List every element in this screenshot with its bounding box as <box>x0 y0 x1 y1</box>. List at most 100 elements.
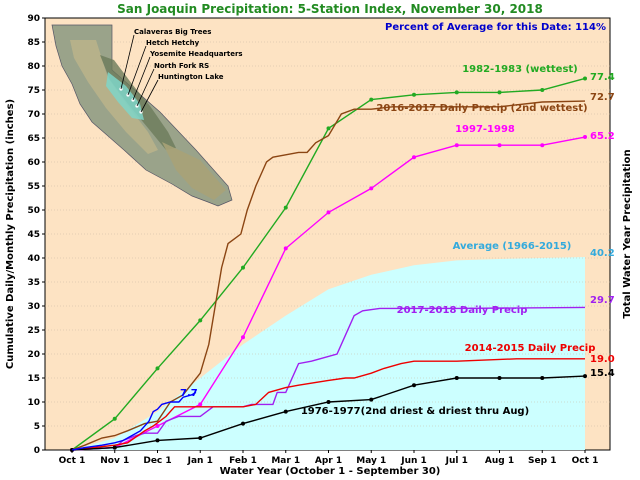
y-tick-label-7: 35 <box>27 278 40 288</box>
y-tick-label-12: 60 <box>27 158 40 168</box>
y-tick-label-18: 90 <box>27 14 40 24</box>
map-label-calaveras: Calaveras Big Trees <box>134 28 211 36</box>
x-axis-title: Water Year (October 1 - September 30) <box>220 466 441 477</box>
y-tick-label-1: 5 <box>34 422 40 432</box>
average-name-label: Average (1966-2015) <box>453 241 572 252</box>
series-5-name-label: 1976-1977(2nd driest & driest thru Aug) <box>301 406 529 417</box>
series-0-point-5 <box>283 205 288 210</box>
series-2-total-label: 65.2 <box>590 131 615 142</box>
series-4-total-label: 19.0 <box>590 354 615 365</box>
series-0-point-4 <box>241 265 245 270</box>
station-marker-2 <box>126 93 130 97</box>
california-map: Calaveras Big Trees Hetch Hetchy Yosemit… <box>51 24 243 207</box>
average-total-label: 40.2 <box>590 248 615 259</box>
y-tick-label-15: 75 <box>27 86 40 96</box>
y-tick-label-8: 40 <box>27 254 40 264</box>
series-5-point-4 <box>241 421 245 426</box>
x-tick-label-1: Nov 1 <box>100 456 129 466</box>
y-tick-label-10: 50 <box>27 206 40 216</box>
y-tick-label-11: 55 <box>27 182 40 192</box>
x-tick-label-0: Oct 1 <box>59 456 86 466</box>
series-5-point-9 <box>454 376 459 380</box>
series-0-name-label: 1982-1983 (wettest) <box>462 64 578 75</box>
series-2-point-10 <box>497 143 502 148</box>
x-tick-label-10: Aug 1 <box>485 456 514 466</box>
series-5-point-2 <box>155 438 160 443</box>
y-tick-label-3: 15 <box>27 374 40 384</box>
central-valley <box>70 40 158 154</box>
series-5-total-label: 15.4 <box>590 368 615 379</box>
desert-region <box>162 142 226 200</box>
x-tick-label-8: Jun 1 <box>400 456 427 466</box>
series-6-total-label: 7.7 <box>180 388 198 399</box>
chart-title: San Joaquin Precipitation: 5-Station Ind… <box>117 2 543 16</box>
series-0-point-8 <box>412 92 416 97</box>
series-5-point-10 <box>497 376 502 380</box>
leader-line-1 <box>120 34 135 90</box>
y-tick-label-2: 10 <box>27 398 40 408</box>
x-tick-label-11: Sep 1 <box>528 456 556 466</box>
series-4-name-label: 2014-2015 Daily Precip <box>465 343 596 354</box>
series-0-point-7 <box>369 97 374 102</box>
series-1-name-label: 2016-2017 Daily Precip (2nd wettest) <box>376 103 587 114</box>
x-tick-label-7: May 1 <box>356 456 386 466</box>
map-label-hetch-hetchy: Hetch Hetchy <box>146 39 200 47</box>
leader-line-2 <box>127 45 147 96</box>
y-tick-label-5: 25 <box>27 326 40 336</box>
series-5-point-3 <box>198 436 203 440</box>
series-0-point-1 <box>112 416 117 421</box>
series-2-point-9 <box>454 143 459 148</box>
series-labels: 1982-1983 (wettest) 2016-2017 Daily Preci… <box>180 64 615 417</box>
series-0-point-10 <box>497 90 502 95</box>
series-2-point-7 <box>369 186 374 191</box>
series-0-point-2 <box>155 366 160 371</box>
series-2-point-8 <box>412 155 416 160</box>
series-5-point-11 <box>540 376 545 380</box>
series-2-point-2 <box>155 424 160 428</box>
series-2-point-6 <box>326 210 331 215</box>
y-axis-title: Cumulative Daily/Monthly Precipitation (… <box>5 99 16 369</box>
series-5-point-7 <box>369 397 374 402</box>
series-1-total-label: 72.7 <box>590 92 615 103</box>
series-5-point-12 <box>583 374 587 379</box>
series-2-point-11 <box>540 143 545 148</box>
y-tick-label-0: 0 <box>34 446 40 456</box>
x-tick-label-12: Oct 1 <box>572 456 599 466</box>
x-tick-label-9: Jul 1 <box>445 456 468 466</box>
series-5-point-8 <box>412 383 416 388</box>
series-6-line <box>71 391 197 451</box>
series-3-total-label: 29.7 <box>590 295 615 306</box>
series-0-point-9 <box>454 90 459 95</box>
axes: 0 5 10 15 20 25 30 35 40 45 50 55 60 65 70 75 80 85 90 Oct … <box>27 14 598 466</box>
leader-line-5 <box>140 79 159 113</box>
y-tick-label-13: 65 <box>27 134 40 144</box>
y-tick-label-14: 70 <box>27 110 40 120</box>
series-0-total-label: 77.4 <box>590 72 615 83</box>
san-joaquin-basin <box>106 72 144 120</box>
y-tick-label-9: 45 <box>27 230 40 240</box>
series-0-point-12 <box>583 76 587 81</box>
y-tick-label-6: 30 <box>27 302 40 312</box>
y-axis-title-right: Total Water Year Precipitation <box>622 149 633 318</box>
series-0-point-6 <box>326 126 331 131</box>
series-2-point-5 <box>283 246 288 251</box>
series-2-point-4 <box>241 335 245 340</box>
x-tick-label-4: Feb 1 <box>229 456 257 466</box>
series-0-point-11 <box>540 88 545 92</box>
y-tick-label-16: 80 <box>27 62 40 72</box>
series-lines <box>70 76 587 452</box>
series-5-point-6 <box>326 400 331 404</box>
y-tick-label-17: 85 <box>27 38 40 48</box>
series-2-name-label: 1997-1998 <box>455 124 515 135</box>
y-tick-label-4: 20 <box>27 350 40 360</box>
series-3-line <box>71 306 586 451</box>
map-label-yosemite: Yosemite Headquarters <box>149 50 243 58</box>
series-5-point-1 <box>112 445 117 450</box>
series-5-point-5 <box>283 409 288 414</box>
x-tick-label-5: Mar 1 <box>271 456 300 466</box>
series-4-line <box>71 358 585 451</box>
percent-of-average: Percent of Average for this Date: 114% <box>385 22 606 33</box>
series-1-line <box>71 100 586 451</box>
series-2-point-12 <box>583 135 587 140</box>
x-tick-label-3: Jan 1 <box>187 456 213 466</box>
